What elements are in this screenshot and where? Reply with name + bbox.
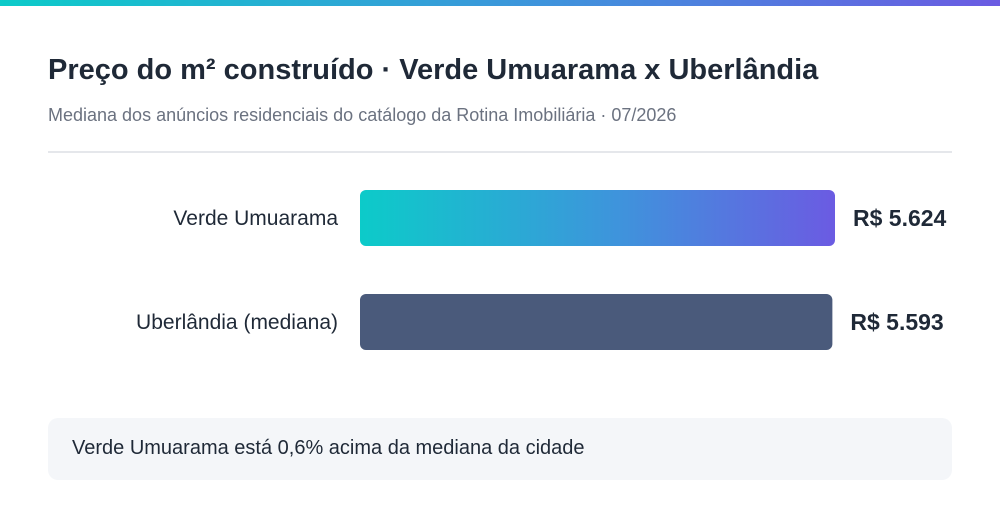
bar-verde-umuarama <box>360 190 835 246</box>
bar-uberlandia <box>360 294 833 350</box>
header-divider <box>48 151 952 153</box>
top-accent-bar <box>0 0 1000 6</box>
comparison-note: Verde Umuarama está 0,6% acima da median… <box>48 418 952 480</box>
bar-label-uberlandia: Uberlândia (mediana) <box>136 311 338 334</box>
chart-subtitle: Mediana dos anúncios residenciais do cat… <box>48 105 677 125</box>
bar-value-uberlandia: R$ 5.593 <box>850 309 943 335</box>
comparison-note-text: Verde Umuarama está 0,6% acima da median… <box>72 437 585 459</box>
bar-label-verde-umuarama: Verde Umuarama <box>173 207 338 230</box>
chart-title: Preço do m² construído · Verde Umuarama … <box>48 54 819 86</box>
bar-value-verde-umuarama: R$ 5.624 <box>853 205 947 231</box>
